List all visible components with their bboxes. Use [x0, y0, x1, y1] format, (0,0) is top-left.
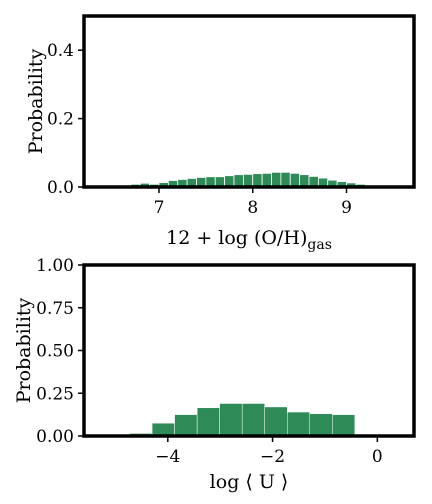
- top-histogram-bar: [299, 174, 310, 188]
- top-y-tick-label: 0.2: [47, 110, 74, 130]
- bottom-y-tick-label: 0.00: [36, 427, 74, 447]
- top-x-tick-label: 7: [154, 198, 165, 218]
- top-histogram-bar: [280, 171, 291, 188]
- bottom-y-tick-label: 1.00: [36, 256, 74, 276]
- bottom-y-tick-label: 0.75: [36, 299, 74, 319]
- bottom-x-ticks: −4 −2 0: [155, 436, 383, 467]
- bottom-plot-frame: [82, 263, 416, 438]
- bottom-histogram-bar: [174, 414, 198, 437]
- top-histogram-bar: [242, 173, 254, 188]
- bottom-histogram-bar: [309, 413, 333, 437]
- top-x-axis-label-main: 12 + log (O/H): [166, 227, 307, 249]
- bottom-y-axis-label: Probability: [13, 297, 35, 403]
- top-histogram-bar: [233, 174, 244, 188]
- top-x-tick-label: 9: [341, 198, 352, 218]
- bottom-histogram-bar: [219, 403, 243, 437]
- bottom-histogram-bar: [196, 407, 220, 437]
- top-x-ticks: 7 8 9: [154, 187, 352, 218]
- bottom-y-tick-label: 0.25: [36, 384, 74, 404]
- top-y-axis-label: Probability: [25, 48, 47, 154]
- top-histogram-panel: 0.0 0.2 0.4 7 8 9 Probability 12 + log (O/H)…: [25, 14, 416, 253]
- bottom-histogram-bar: [241, 403, 265, 437]
- bottom-histogram-bar: [151, 422, 175, 437]
- bottom-y-tick-label: 0.50: [36, 342, 74, 362]
- bottom-histogram-bars: [106, 403, 356, 437]
- bottom-y-ticks: 0.00 0.25 0.50 0.75 1.00: [36, 256, 84, 447]
- top-histogram-bar: [252, 173, 263, 188]
- top-histogram-bars: [111, 171, 385, 188]
- top-y-ticks: 0.0 0.2 0.4: [47, 41, 84, 198]
- bottom-histogram-bar: [332, 414, 356, 437]
- top-histogram-bar: [289, 172, 301, 188]
- bottom-histogram-panel: 0.00 0.25 0.50 0.75 1.00 −4 −2 0 Probability l…: [13, 256, 416, 493]
- bottom-x-tick-label: −4: [155, 447, 180, 467]
- bottom-histogram-bar: [264, 406, 288, 437]
- top-y-tick-label: 0.4: [47, 41, 74, 61]
- bottom-histogram-bar: [286, 411, 311, 437]
- bottom-x-tick-label: −2: [260, 447, 285, 467]
- top-x-tick-label: 8: [247, 198, 258, 218]
- top-histogram-bar: [261, 172, 272, 188]
- top-plot-frame: [82, 14, 416, 189]
- bottom-x-axis-label: log ⟨ U ⟩: [210, 471, 289, 493]
- bottom-x-tick-label: 0: [372, 447, 383, 467]
- top-y-tick-label: 0.0: [47, 178, 74, 198]
- top-histogram-bar: [271, 171, 282, 188]
- top-x-axis-label-subscript: gas: [307, 237, 332, 253]
- top-x-axis-label: 12 + log (O/H)gas: [166, 227, 332, 253]
